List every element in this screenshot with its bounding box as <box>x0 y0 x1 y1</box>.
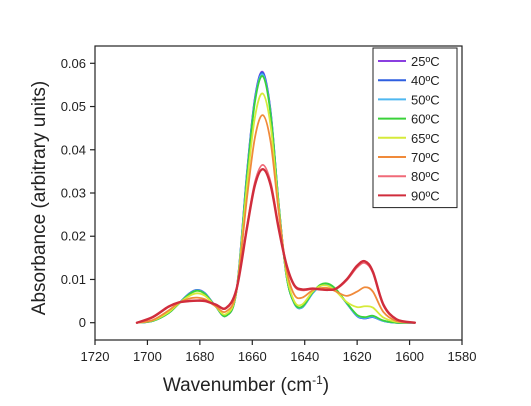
series-line-8 <box>135 168 417 324</box>
series-line-6 <box>136 114 416 324</box>
y-tick-label: 0.02 <box>61 229 86 244</box>
y-tick-label: 0.01 <box>61 272 86 287</box>
y-tick-label: 0.05 <box>61 99 86 114</box>
legend-label: 70ºC <box>411 150 440 165</box>
legend-box <box>372 47 458 209</box>
legend-label: 60ºC <box>411 112 440 127</box>
x-tick-label: 1640 <box>290 349 319 364</box>
x-axis-title-main: Wavenumber (cm <box>163 375 312 396</box>
axes-layer: 1720 1700 1680 1660 1640 1620 1600 1580 0 0.01 0.0… <box>61 45 477 364</box>
legend-label: 50ºC <box>411 92 440 107</box>
x-axis-title: Wavenumber (cm-1) <box>163 373 329 396</box>
x-tick-label: 1620 <box>343 349 372 364</box>
x-axis-title-superscript: -1 <box>312 373 323 387</box>
legend: 25ºC 40ºC 50ºC 60ºC 65ºC 70ºC 80ºC 90ºC <box>372 47 458 209</box>
x-tick-label: 1700 <box>133 349 162 364</box>
legend-label: 80ºC <box>411 169 440 184</box>
x-tick-label: 1720 <box>81 349 110 364</box>
y-tick-label: 0 <box>79 315 86 330</box>
legend-label: 90ºC <box>411 188 440 203</box>
x-tick-label: 1680 <box>185 349 214 364</box>
y-axis-title: Absorbance (arbitrary units) <box>29 81 50 315</box>
x-tick-label: 1580 <box>448 349 477 364</box>
x-tick-label: 1660 <box>238 349 267 364</box>
y-tick-label: 0.06 <box>61 56 86 71</box>
legend-label: 65ºC <box>411 131 440 146</box>
legend-label: 40ºC <box>411 73 440 88</box>
y-tick-label: 0.04 <box>61 142 86 157</box>
legend-label: 25ºC <box>411 54 440 69</box>
y-tick-label: 0.03 <box>61 186 86 201</box>
x-tick-label: 1600 <box>395 349 424 364</box>
x-axis-title-end: ) <box>323 375 329 396</box>
series-layer <box>135 70 417 324</box>
